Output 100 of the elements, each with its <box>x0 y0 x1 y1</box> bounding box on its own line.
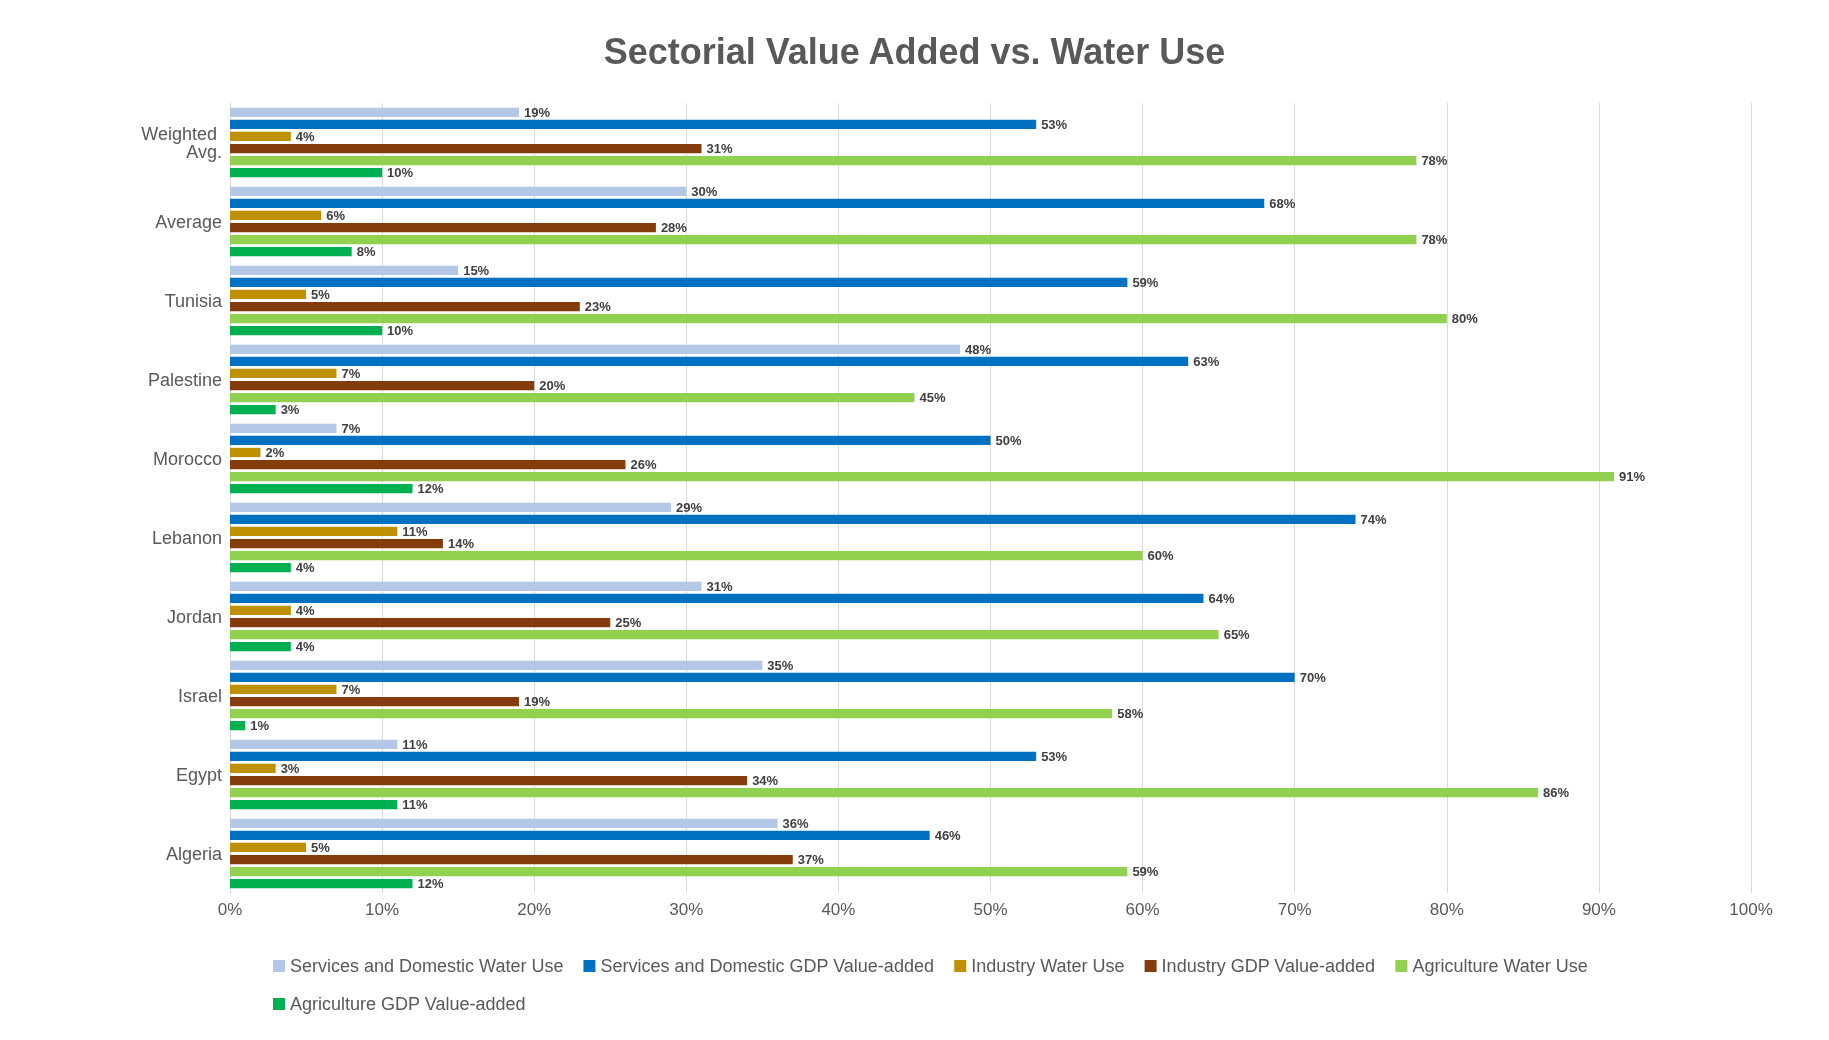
data-label: 80% <box>1451 311 1479 327</box>
bar <box>230 447 261 458</box>
bar <box>230 167 383 178</box>
data-label: 59% <box>1132 274 1159 290</box>
legend-label: Agriculture Water Use <box>1412 956 1588 976</box>
bar <box>230 562 291 573</box>
x-tick-label: 90% <box>1581 900 1616 919</box>
data-label: 36% <box>782 815 810 831</box>
legend-label: Industry Water Use <box>971 956 1125 976</box>
data-label: 3% <box>280 760 300 776</box>
x-tick-label: 60% <box>1125 900 1160 919</box>
bar <box>230 696 519 707</box>
data-label: 11% <box>402 736 429 752</box>
bar <box>230 198 1265 209</box>
bar <box>230 763 276 774</box>
bar <box>230 107 519 118</box>
data-label: 68% <box>1269 195 1296 211</box>
data-label: 64% <box>1208 590 1235 606</box>
y-tick-label: Israel <box>177 685 222 706</box>
bar <box>230 799 398 810</box>
x-tick-label: 40% <box>821 900 856 919</box>
bar <box>230 404 276 415</box>
data-label: 58% <box>1117 706 1144 722</box>
bar <box>230 119 1037 130</box>
x-tick-label: 0% <box>217 900 243 919</box>
data-label: 30% <box>691 183 718 199</box>
data-label: 4% <box>295 602 316 618</box>
data-label: 34% <box>752 773 779 789</box>
bar <box>230 502 672 513</box>
x-tick-label: 100% <box>1729 900 1773 919</box>
bar <box>230 246 352 257</box>
y-tick-label: Lebanon <box>151 527 222 548</box>
y-tick-label: Egypt <box>175 764 222 785</box>
bar <box>230 605 291 616</box>
data-label: 20% <box>539 378 566 394</box>
bar <box>230 356 1189 367</box>
bar <box>230 684 337 695</box>
bar <box>230 210 322 221</box>
bar <box>230 277 1128 288</box>
data-label: 12% <box>417 876 444 892</box>
bar <box>230 708 1113 719</box>
data-label: 46% <box>934 827 962 843</box>
data-label: 63% <box>1193 353 1220 369</box>
bar <box>230 720 246 731</box>
bar <box>230 344 961 355</box>
data-label: 59% <box>1132 864 1159 880</box>
bar <box>230 878 413 889</box>
bar <box>230 471 1615 482</box>
data-label: 25% <box>615 615 642 631</box>
bar <box>230 131 291 142</box>
bar <box>230 629 1219 640</box>
data-label: 91% <box>1619 469 1646 485</box>
data-label: 3% <box>280 402 300 418</box>
data-label: 26% <box>630 457 657 473</box>
bar <box>230 186 687 197</box>
data-label: 4% <box>295 560 316 576</box>
data-label: 5% <box>311 839 331 855</box>
data-label: 31% <box>706 141 733 157</box>
bar <box>230 550 1143 561</box>
x-tick-label: 70% <box>1277 900 1312 919</box>
legend-label: Industry GDP Value-added <box>1161 956 1376 976</box>
bar <box>230 641 291 652</box>
bar <box>230 818 778 829</box>
bar <box>230 538 443 549</box>
data-label: 4% <box>295 639 316 655</box>
bar <box>230 325 383 336</box>
bar <box>230 289 307 300</box>
data-label: 19% <box>523 104 551 120</box>
y-tick-label: Average <box>155 211 222 232</box>
bar <box>230 526 398 537</box>
data-label: 11% <box>402 797 429 813</box>
bar <box>230 787 1539 798</box>
bar <box>230 234 1417 245</box>
data-label: 7% <box>341 681 361 697</box>
bar <box>230 739 398 750</box>
data-label: 10% <box>387 165 414 181</box>
x-tick-label: 10% <box>365 900 400 919</box>
data-label: 12% <box>417 481 444 497</box>
bar <box>230 830 930 841</box>
data-label: 70% <box>1299 669 1327 685</box>
bar <box>230 380 535 391</box>
x-tick-label: 30% <box>669 900 704 919</box>
x-tick-label: 20% <box>517 900 552 919</box>
data-label: 31% <box>706 578 733 594</box>
data-label: 29% <box>676 499 703 515</box>
legend-label: Services and Domestic Water Use <box>290 956 564 976</box>
bar <box>230 593 1204 604</box>
data-label: 14% <box>447 536 475 552</box>
data-label: 48% <box>965 341 992 357</box>
bar <box>230 222 656 233</box>
bar <box>230 368 337 379</box>
bar <box>230 660 763 671</box>
data-label: 23% <box>584 299 612 315</box>
data-label: 11% <box>402 523 429 539</box>
data-label: 74% <box>1360 511 1387 527</box>
bar <box>230 435 991 446</box>
data-label: 10% <box>387 323 414 339</box>
bar <box>230 854 793 865</box>
bar <box>230 617 611 628</box>
bar <box>230 313 1447 324</box>
